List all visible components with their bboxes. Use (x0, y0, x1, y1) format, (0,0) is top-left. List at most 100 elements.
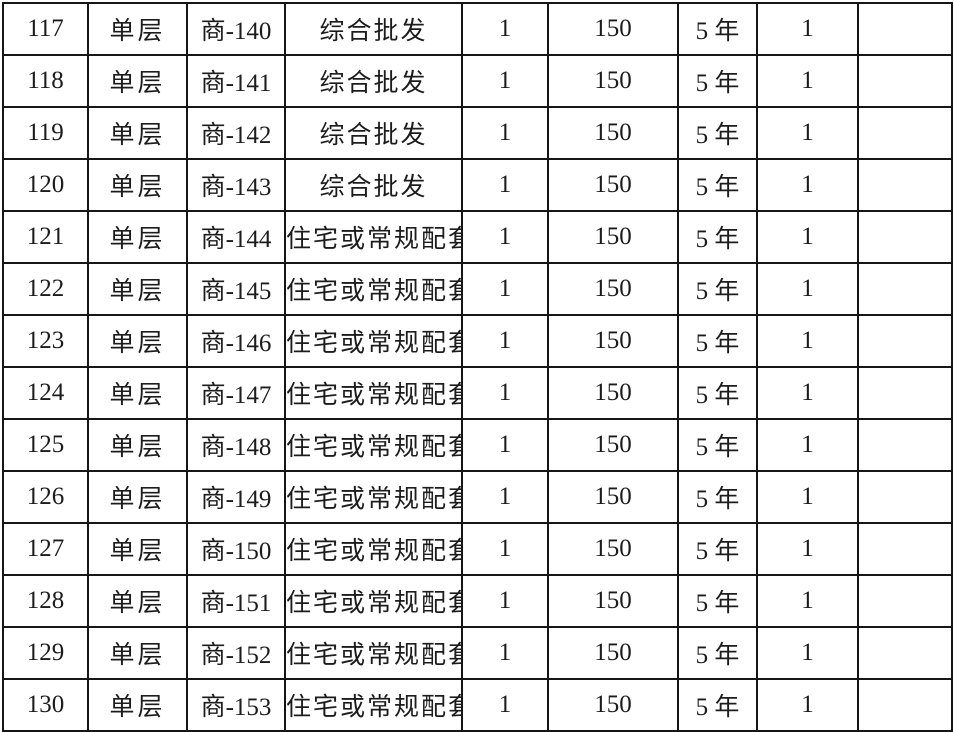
cell-qty: 1 (461, 262, 549, 316)
cell-floor: 单层 (87, 366, 188, 420)
cell-no: 118 (2, 54, 89, 108)
cell-no: 123 (2, 314, 89, 368)
cell-term: 5 年 (677, 262, 758, 316)
cell-floor: 单层 (87, 106, 188, 160)
cell-area: 150 (547, 678, 679, 732)
cell-unit: 商-145 (186, 262, 286, 316)
cell-blank (857, 54, 953, 108)
cell-usage: 综合批发 (284, 2, 463, 56)
cell-term: 5 年 (677, 470, 758, 524)
cell-blank (857, 158, 953, 212)
cell-term: 5 年 (677, 626, 758, 680)
cell-usage: 住宅或常规配套 (284, 262, 463, 316)
cell-count: 1 (756, 2, 859, 56)
cell-term: 5 年 (677, 158, 758, 212)
cell-term: 5 年 (677, 574, 758, 628)
cell-floor: 单层 (87, 158, 188, 212)
cell-unit: 商-150 (186, 522, 286, 576)
cell-no: 119 (2, 106, 89, 160)
cell-usage: 住宅或常规配套 (284, 210, 463, 264)
cell-usage: 综合批发 (284, 54, 463, 108)
cell-term: 5 年 (677, 54, 758, 108)
cell-no: 120 (2, 158, 89, 212)
cell-area: 150 (547, 54, 679, 108)
cell-qty: 1 (461, 314, 549, 368)
cell-area: 150 (547, 574, 679, 628)
cell-count: 1 (756, 158, 859, 212)
cell-blank (857, 314, 953, 368)
cell-blank (857, 574, 953, 628)
cell-qty: 1 (461, 2, 549, 56)
cell-unit: 商-149 (186, 470, 286, 524)
cell-area: 150 (547, 522, 679, 576)
cell-floor: 单层 (87, 210, 188, 264)
cell-floor: 单层 (87, 262, 188, 316)
cell-floor: 单层 (87, 522, 188, 576)
cell-blank (857, 626, 953, 680)
cell-blank (857, 106, 953, 160)
cell-area: 150 (547, 106, 679, 160)
cell-no: 122 (2, 262, 89, 316)
cell-area: 150 (547, 470, 679, 524)
cell-unit: 商-147 (186, 366, 286, 420)
cell-blank (857, 366, 953, 420)
cell-count: 1 (756, 54, 859, 108)
cell-usage: 住宅或常规配套 (284, 314, 463, 368)
cell-blank (857, 522, 953, 576)
cell-blank (857, 262, 953, 316)
cell-term: 5 年 (677, 106, 758, 160)
cell-unit: 商-146 (186, 314, 286, 368)
cell-usage: 住宅或常规配套 (284, 418, 463, 472)
cell-no: 130 (2, 678, 89, 732)
cell-qty: 1 (461, 210, 549, 264)
cell-count: 1 (756, 470, 859, 524)
cell-term: 5 年 (677, 522, 758, 576)
cell-floor: 单层 (87, 2, 188, 56)
cell-area: 150 (547, 262, 679, 316)
cell-floor: 单层 (87, 418, 188, 472)
cell-usage: 住宅或常规配套 (284, 574, 463, 628)
cell-qty: 1 (461, 470, 549, 524)
cell-area: 150 (547, 2, 679, 56)
cell-usage: 住宅或常规配套 (284, 470, 463, 524)
cell-unit: 商-152 (186, 626, 286, 680)
cell-blank (857, 210, 953, 264)
cell-area: 150 (547, 366, 679, 420)
cell-no: 128 (2, 574, 89, 628)
cell-no: 125 (2, 418, 89, 472)
cell-term: 5 年 (677, 314, 758, 368)
cell-no: 117 (2, 2, 89, 56)
cell-unit: 商-142 (186, 106, 286, 160)
cell-usage: 住宅或常规配套 (284, 366, 463, 420)
cell-qty: 1 (461, 54, 549, 108)
cell-blank (857, 2, 953, 56)
cell-unit: 商-144 (186, 210, 286, 264)
cell-floor: 单层 (87, 574, 188, 628)
cell-area: 150 (547, 158, 679, 212)
cell-floor: 单层 (87, 54, 188, 108)
cell-usage: 综合批发 (284, 158, 463, 212)
cell-count: 1 (756, 678, 859, 732)
cell-area: 150 (547, 314, 679, 368)
cell-usage: 住宅或常规配套 (284, 522, 463, 576)
cell-area: 150 (547, 626, 679, 680)
cell-blank (857, 678, 953, 732)
cell-no: 124 (2, 366, 89, 420)
cell-area: 150 (547, 418, 679, 472)
cell-count: 1 (756, 262, 859, 316)
cell-count: 1 (756, 418, 859, 472)
cell-no: 129 (2, 626, 89, 680)
cell-qty: 1 (461, 418, 549, 472)
cell-qty: 1 (461, 678, 549, 732)
